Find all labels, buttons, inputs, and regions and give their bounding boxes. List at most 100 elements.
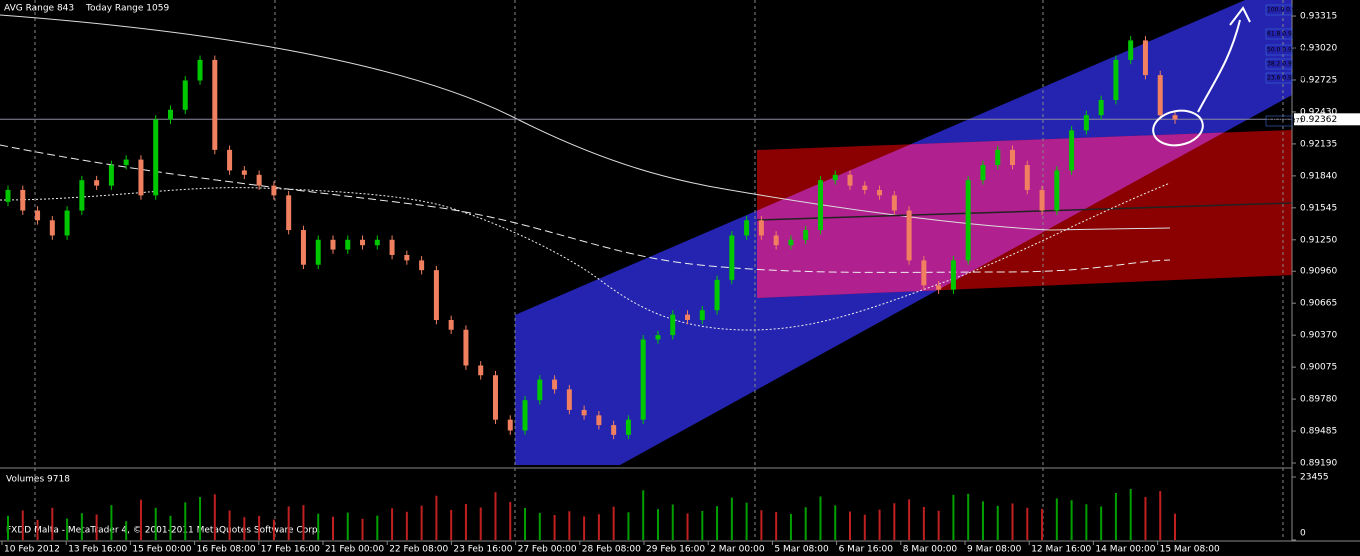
candle-body [1010,149,1016,166]
candle-body [1128,40,1134,60]
volume-tick-label: 0 [1300,529,1306,539]
candle-body [35,210,41,221]
time-label: 10 Feb 2012 [4,545,60,555]
candle-body [847,174,853,186]
candle-body [374,239,380,246]
y-tick-label: 0.91840 [1300,171,1337,181]
time-label: 2 Mar 00:00 [710,545,765,555]
fib-label-box [1265,58,1293,70]
candle-body [921,260,927,286]
candle-body [492,375,498,420]
candle-body [803,230,809,240]
candle-body [1083,115,1089,131]
candle-body [950,260,956,290]
candle-body [758,220,764,236]
y-tick-label: 0.90370 [1300,331,1337,341]
fib-label: 38.2 0.92926 [1267,61,1307,68]
candle-body [995,149,1001,166]
y-tick-label: 0.89780 [1300,395,1337,405]
candle-body [1024,165,1030,190]
y-tick-label: 0.93020 [1300,44,1337,54]
candle-body [566,389,572,410]
y-tick-label: 0.92725 [1300,75,1337,85]
candle-body [138,159,144,196]
candle-body [389,239,395,255]
candle-body [315,239,321,265]
candle-body [655,335,661,340]
candle-body [980,165,986,181]
candle-body [271,185,277,196]
candle-body [817,180,823,231]
candle-body [1172,115,1178,120]
y-tick-label: 0.92430 [1300,107,1337,117]
candle-body [5,189,11,202]
price-label: 0.92362 [1300,115,1337,125]
candle-body [20,189,26,211]
candle-body [433,270,439,320]
candle-body [773,235,779,246]
candle-body [906,210,912,261]
y-tick-label: 0.89190 [1300,459,1337,469]
candle-body [596,415,602,426]
candle-body [241,170,247,175]
fib-label-box [1265,72,1293,84]
y-tick-label: 0.92135 [1300,139,1337,149]
candle-body [227,149,233,171]
candle-body [64,210,70,236]
time-label: 14 Mar 00:00 [1095,545,1155,555]
fib-label-box [1265,44,1293,56]
candle-body [640,339,646,420]
candle-body [94,180,100,186]
volume-tick-label: 23455 [1300,473,1329,483]
candle-body [862,185,868,190]
candle-body [507,419,513,431]
time-label: 21 Feb 00:00 [325,545,384,555]
candle-body [729,235,735,280]
candle-body [182,80,188,110]
fib-label: 0.0 0.92377 [1267,118,1303,125]
time-label: 17 Feb 16:00 [261,545,320,555]
fib-label-box [1265,4,1293,16]
time-label: 22 Feb 08:00 [389,545,448,555]
candle-body [1113,59,1119,101]
candle-body [300,230,306,265]
candle-body [699,310,705,320]
candle-body [404,254,410,261]
annotation [1152,6,1251,147]
volume-title: Volumes 9718 [6,475,70,485]
candle-body [877,189,883,196]
y-tick-label: 0.91545 [1300,203,1337,213]
candle-body [891,195,897,211]
fib-label-box [1265,115,1293,127]
candle-body [478,365,484,376]
y-tick-label: 0.91250 [1300,235,1337,245]
fib-label-box [1265,28,1293,40]
candle-body [832,174,838,181]
y-tick-label: 0.90075 [1300,363,1337,373]
y-tick-label: 0.90665 [1300,299,1337,309]
today-range: Today Range 1059 [85,4,169,14]
footer: FXDD Malta - MetaTrader 4, © 2001-2011 M… [6,526,321,536]
candle-body [360,239,366,246]
time-label: 16 Feb 08:00 [197,545,256,555]
candle-body [345,239,351,250]
fib-label: 100.0 0.93344 [1267,7,1311,14]
candle-body [611,425,617,435]
candle-body [108,165,114,186]
y-tick-label: 0.90960 [1300,267,1337,277]
time-label: 12 Mar 16:00 [1031,545,1091,555]
candle-body [936,285,942,290]
moving-averages [0,14,1292,331]
candle-body [286,195,292,231]
candle-body [419,260,425,271]
candle-body [1054,170,1060,211]
candle-body [197,59,203,81]
y-tick-label: 0.93315 [1300,12,1337,22]
candle-body [625,419,631,435]
candle-body [79,180,85,211]
candle-body [522,400,528,431]
candle-body [1142,40,1148,76]
candle-body [463,329,469,366]
candle-body [448,319,454,330]
